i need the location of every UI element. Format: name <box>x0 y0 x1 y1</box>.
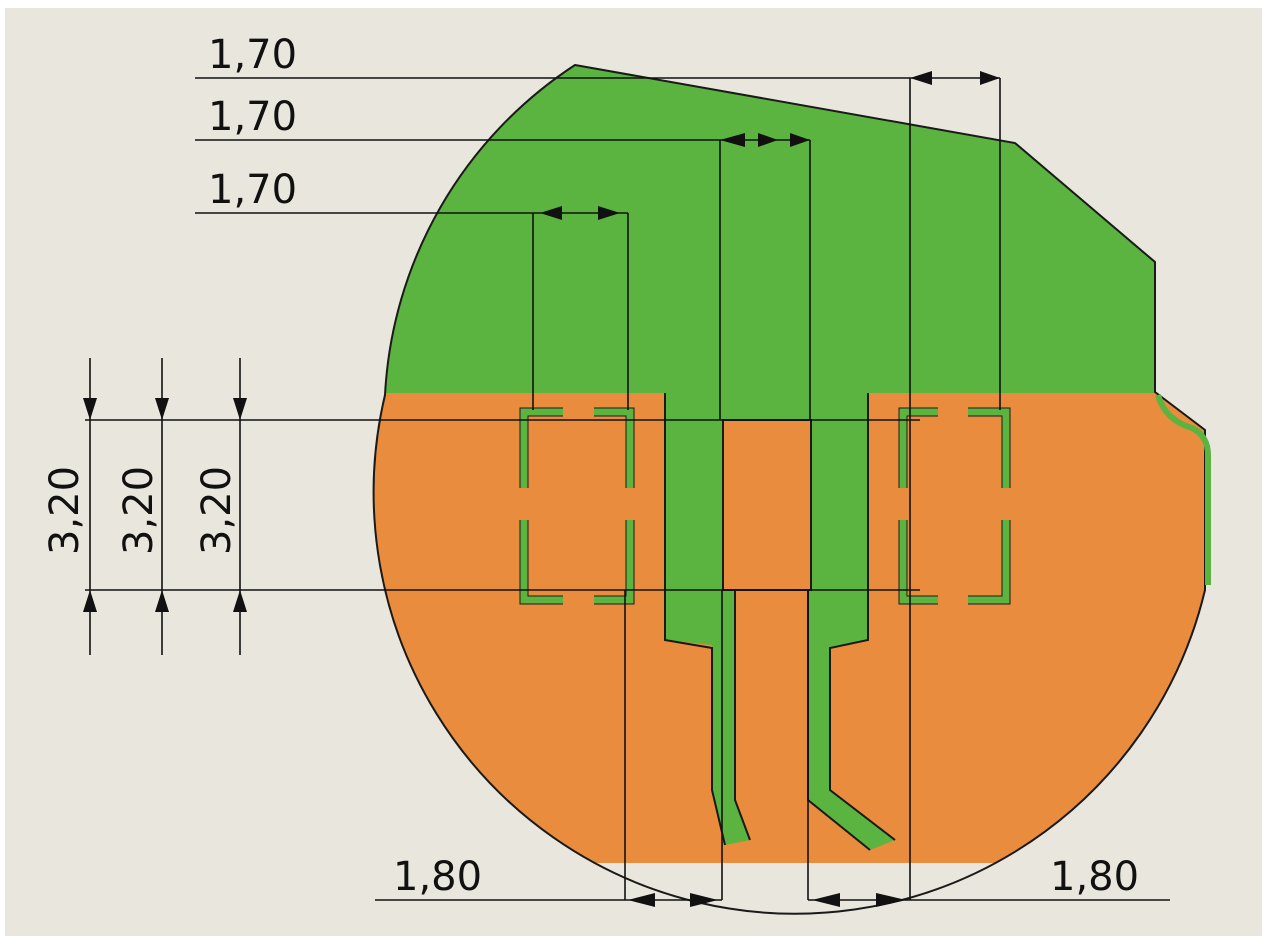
dim-top-2: 1,70 <box>208 94 297 140</box>
right-bracket-marks <box>898 407 1011 605</box>
dim-left-2: 3,20 <box>116 466 162 555</box>
dim-top-1: 1,70 <box>208 32 297 78</box>
center-block <box>723 420 811 590</box>
dim-left-3: 3,20 <box>194 466 240 555</box>
dim-bottom-right: 1,80 <box>1050 854 1139 900</box>
side-strip <box>1155 394 1211 585</box>
dim-left-1: 3,20 <box>42 466 88 555</box>
left-bracket-marks <box>519 407 635 605</box>
dim-bottom-left: 1,80 <box>393 854 482 900</box>
dimension-arrows <box>83 71 1000 907</box>
part-outline <box>372 63 1206 915</box>
stem-outline <box>664 393 896 851</box>
dim-top-3: 1,70 <box>208 167 297 213</box>
